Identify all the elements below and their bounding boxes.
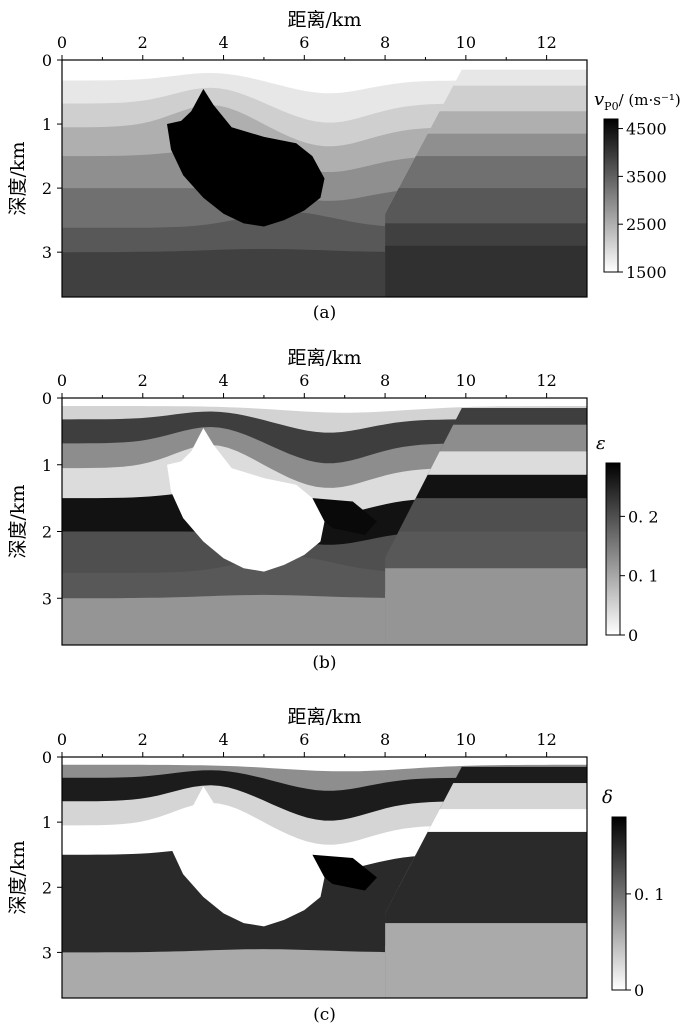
fault-layer xyxy=(385,591,587,645)
x-tick-label: 8 xyxy=(380,371,390,390)
panel-1: 0 2 4 6 8 10 12距离/km0123深度/km1500250035004500v… xyxy=(7,9,681,323)
x-tick-label: 2 xyxy=(138,730,148,749)
plot-frame xyxy=(61,397,588,646)
y-axis-label: 深度/km xyxy=(7,485,29,559)
x-tick-label: 12 xyxy=(536,730,556,749)
y-tick-label: 0 xyxy=(42,389,52,408)
y-tick-label: 1 xyxy=(42,813,52,832)
plot-frame xyxy=(61,756,588,999)
x-axis-label: 距离/km xyxy=(288,706,362,728)
lens-body xyxy=(312,498,377,535)
x-tick-label: 4 xyxy=(218,730,228,749)
x-tick-label: 4 xyxy=(218,371,228,390)
heatmap-area xyxy=(62,398,587,645)
y-tick-label: 3 xyxy=(42,589,52,608)
y-axis-label: 深度/km xyxy=(7,841,29,915)
fault-layer xyxy=(385,245,587,297)
panel-label: (c) xyxy=(313,1005,336,1025)
colorbar-subscript: P0 xyxy=(604,100,618,113)
colorbar-symbol: δ xyxy=(602,787,613,808)
y-tick-label: 2 xyxy=(42,179,52,198)
colorbar xyxy=(611,816,627,991)
panel-label: (b) xyxy=(312,653,336,673)
x-tick-label: 0 xyxy=(57,33,67,52)
colorbar-tick-label: 0 xyxy=(634,981,644,1000)
heatmap-area xyxy=(62,757,587,998)
colorbar xyxy=(603,118,619,273)
y-tick-label: 3 xyxy=(42,943,52,962)
y-tick-label: 0 xyxy=(42,748,52,767)
y-tick-label: 2 xyxy=(42,878,52,897)
colorbar-tick-label: 2500 xyxy=(626,215,667,234)
y-tick-label: 0 xyxy=(42,51,52,70)
x-axis-label: 距离/km xyxy=(288,347,362,369)
y-axis-label: 深度/km xyxy=(7,142,29,216)
colorbar-tick-label: 1500 xyxy=(626,263,667,282)
x-tick-label: 4 xyxy=(218,33,228,52)
x-tick-label: 2 xyxy=(138,33,148,52)
x-tick-label: 6 xyxy=(299,371,309,390)
x-tick-label: 6 xyxy=(299,730,309,749)
colorbar-tick-label: 3500 xyxy=(626,167,667,186)
y-tick-label: 1 xyxy=(42,115,52,134)
x-tick-label: 2 xyxy=(138,371,148,390)
x-axis-label: 距离/km xyxy=(288,9,362,31)
x-tick-label: 8 xyxy=(380,730,390,749)
panel-label: (a) xyxy=(313,303,336,323)
x-tick-label: 6 xyxy=(299,33,309,52)
y-tick-label: 3 xyxy=(42,243,52,262)
x-tick-label: 12 xyxy=(536,33,556,52)
salt-body xyxy=(167,786,325,927)
colorbar-tick-label: 4500 xyxy=(626,120,667,139)
colorbar-label: δ xyxy=(602,787,613,808)
fault-block xyxy=(385,766,587,998)
salt-body xyxy=(167,428,325,572)
x-tick-label: 10 xyxy=(456,371,476,390)
x-tick-label: 0 xyxy=(57,371,67,390)
x-tick-label: 8 xyxy=(380,33,390,52)
lens-body xyxy=(312,854,377,891)
x-tick-label: 10 xyxy=(456,730,476,749)
colorbar xyxy=(605,462,621,636)
colorbar-tick-label: 0. 1 xyxy=(634,885,665,904)
y-tick-label: 2 xyxy=(42,523,52,542)
salt-body xyxy=(167,88,325,227)
colorbar-symbol: v xyxy=(594,89,604,110)
colorbar-label: vP0/ (m·s⁻¹) xyxy=(594,89,681,113)
colorbar-symbol: ε xyxy=(596,433,606,454)
colorbar-label: ε xyxy=(596,433,606,454)
y-tick-label: 1 xyxy=(42,456,52,475)
colorbar-tick-label: 0 xyxy=(628,626,638,645)
x-tick-label: 10 xyxy=(456,33,476,52)
x-tick-label: 12 xyxy=(536,371,556,390)
colorbar-tick-label: 0. 2 xyxy=(628,507,659,526)
x-tick-label: 0 xyxy=(57,730,67,749)
plot-frame xyxy=(61,59,588,298)
colorbar-tick-label: 0. 1 xyxy=(628,567,659,586)
fault-layer xyxy=(385,945,587,998)
heatmap-area xyxy=(62,60,587,297)
colorbar-unit: / (m·s⁻¹) xyxy=(619,91,681,109)
